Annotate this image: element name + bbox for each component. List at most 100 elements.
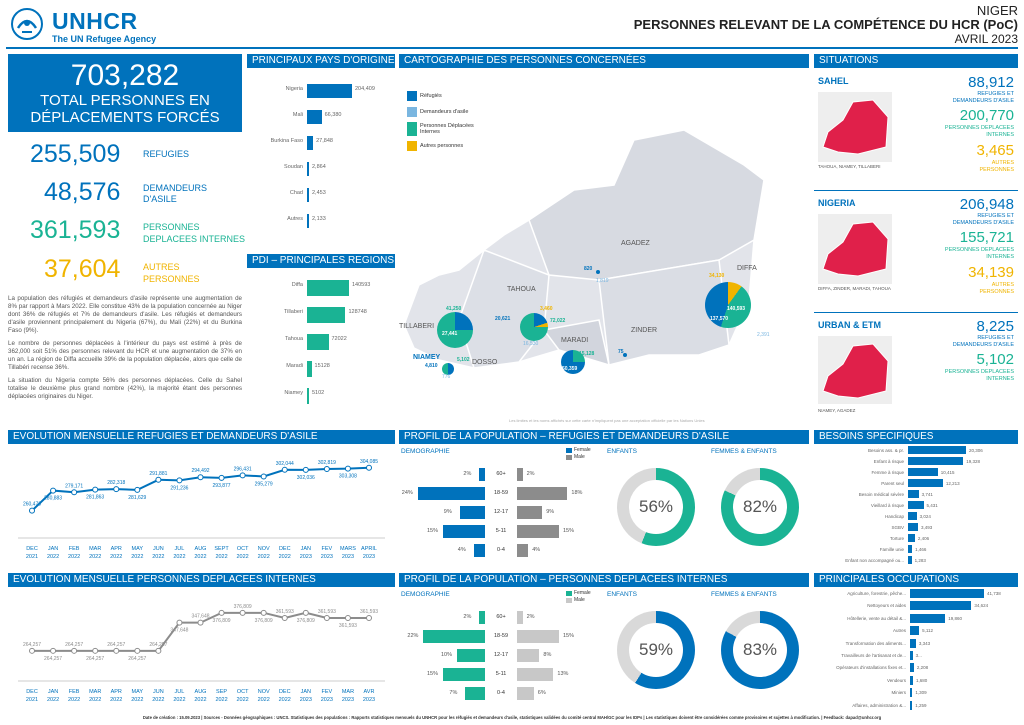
- tick-label: 2022: [131, 697, 143, 703]
- donut: 59%: [617, 611, 695, 689]
- bar-value: 41,738: [987, 591, 1001, 596]
- donut: 56%: [617, 468, 695, 546]
- idp-label-2: DEPLACEES INTERNES: [143, 234, 246, 244]
- bar-label: Affaires, administration &...: [852, 702, 906, 708]
- legend-male: Male: [574, 454, 585, 460]
- male-value: 4%: [532, 547, 541, 553]
- tick-label: AUG: [195, 689, 207, 695]
- data-point: [366, 614, 372, 621]
- header-date: AVRIL 2023: [954, 32, 1018, 46]
- data-label: 302,044: [276, 461, 294, 467]
- map-fig-17: 140,593: [727, 306, 746, 312]
- tick-label: 2022: [194, 554, 206, 560]
- bar-label: SGBV: [891, 525, 904, 530]
- map-region-niamey: NIAMEY: [413, 354, 441, 361]
- female-bar: [443, 525, 485, 538]
- idp-label-1: PERSONNES: [143, 222, 200, 232]
- legend-refugees: Réfugiés: [420, 93, 442, 99]
- bar: [910, 675, 913, 685]
- map-dot-zinder: [623, 353, 627, 357]
- legend-female-swatch: [566, 591, 572, 596]
- bar-label: Vendeurs: [886, 677, 906, 683]
- bar: [910, 589, 984, 598]
- bar-value: 15128: [314, 363, 330, 369]
- bar-label: Niamey: [284, 390, 303, 396]
- bar-label: Femme à risque: [871, 470, 904, 475]
- map-fig-11: 820: [584, 266, 593, 272]
- needs-header: BESOINS SPECIFIQUES: [814, 430, 1018, 444]
- bar: [307, 110, 322, 124]
- bar: [910, 601, 972, 611]
- situations-panel: SAHEL TAHOUA, NIAMEY, TILLABERI 88,912 REFU…: [814, 70, 1018, 426]
- tick-label: 2023: [363, 554, 375, 560]
- bar-value: 128748: [348, 309, 367, 315]
- donut-title: FEMMES & ENFANTS: [711, 448, 777, 455]
- male-bar: [517, 630, 559, 643]
- data-label: 264,257: [65, 642, 83, 648]
- tick-label: 2022: [152, 697, 164, 703]
- map-fig-9: 72,022: [550, 318, 566, 324]
- tick-label: JAN: [48, 689, 58, 695]
- profile-ref-header: PROFIL DE LA POPULATION – REFUGIES ET DE…: [399, 430, 809, 444]
- bar-value: 20,306: [969, 448, 983, 453]
- tick-label: MAY: [132, 546, 144, 552]
- data-label: 293,877: [213, 483, 231, 489]
- bar-value: 2,453: [312, 190, 326, 196]
- tick-label: 2022: [237, 554, 249, 560]
- needs-chart: Besoins ass. & pr. 20,306 Enfant à risque 1…: [814, 446, 1018, 570]
- data-label: 291,881: [149, 471, 167, 477]
- data-label: 296,431: [234, 466, 252, 472]
- tick-label: JAN: [301, 546, 311, 552]
- male-bar: [517, 687, 534, 700]
- tick-label: MAR: [89, 546, 101, 552]
- refugees-value: 255,509: [30, 140, 121, 168]
- tick-label: 2023: [342, 697, 354, 703]
- other-label-2: PERSONNES: [143, 274, 200, 284]
- data-label: 280,883: [44, 496, 62, 502]
- data-point: [29, 647, 35, 654]
- situation-map: [818, 336, 892, 404]
- map-panel: Réfugiés Demandeurs d'asile Personnes Dé…: [399, 70, 809, 426]
- map-fig-1: 41,250: [446, 306, 462, 312]
- map-region-dosso: DOSSO: [472, 359, 498, 366]
- data-point: [29, 507, 35, 514]
- male-value: 2%: [526, 471, 535, 477]
- data-point: [113, 486, 120, 493]
- tick-label: 2022: [110, 554, 122, 560]
- bar-value: 3...: [915, 653, 922, 658]
- female-bar: [443, 668, 485, 681]
- age-label: 0-4: [497, 547, 505, 553]
- female-value: 7%: [449, 690, 458, 696]
- tick-label: 2022: [173, 554, 185, 560]
- data-label: 260,473: [23, 502, 41, 508]
- age-label: 12-17: [493, 652, 509, 658]
- male-value: 2%: [526, 614, 535, 620]
- bar-label: Tahoua: [284, 336, 303, 342]
- map-dot-agadez: [596, 270, 600, 274]
- data-point: [302, 609, 309, 616]
- situation-divider: [814, 312, 1018, 313]
- narrative: La population des réfugiés et demandeurs…: [8, 295, 242, 401]
- age-label: 5-11: [495, 528, 507, 534]
- bar-value: 34,624: [974, 603, 989, 609]
- map-pie-maradi: [561, 350, 585, 374]
- situation-l2: PERSONNES DEPLACEES INTERNES: [944, 369, 1014, 382]
- male-bar: [517, 668, 554, 681]
- map-note: Les limites et les noms affichés sur cet…: [509, 418, 705, 423]
- data-point: [344, 465, 351, 472]
- bar-label: Besoin médical sévère: [858, 492, 904, 497]
- data-label: 264,257: [44, 656, 62, 662]
- asylum-label-2: D'ASILE: [143, 194, 177, 204]
- bar: [307, 188, 309, 202]
- bar-label: Burkina Faso: [270, 138, 303, 144]
- map-pie-tillaberi: [437, 312, 473, 348]
- data-label: 302,036: [297, 475, 315, 481]
- male-bar: [517, 525, 559, 538]
- tick-label: DEC: [279, 546, 291, 552]
- map-fig-14: 50,359: [562, 366, 578, 372]
- donut-value: 82%: [733, 480, 787, 534]
- tick-label: 2021: [26, 554, 38, 560]
- narrative-paragraph-2: Le nombre de personnes déplacées à l'int…: [8, 340, 242, 371]
- male-bar: [517, 649, 540, 662]
- total-label-2: DÉPLACEMENTS FORCÉS: [30, 109, 220, 126]
